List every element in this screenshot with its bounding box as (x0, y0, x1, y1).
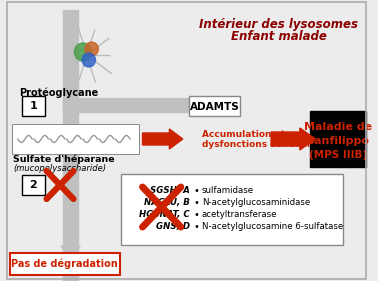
Text: N-acetylglucosaminidase: N-acetylglucosaminidase (202, 198, 310, 207)
Text: Protéoglycane: Protéoglycane (19, 88, 98, 99)
Bar (63, 10, 78, 280)
FancyBboxPatch shape (22, 96, 45, 116)
Text: 1: 1 (29, 101, 37, 111)
FancyBboxPatch shape (121, 173, 342, 244)
Text: Maladie de: Maladie de (304, 122, 372, 132)
Text: (MPS IIIB): (MPS IIIB) (309, 150, 367, 160)
Text: acetyltransferase: acetyltransferase (202, 210, 277, 219)
Text: •: • (194, 186, 199, 196)
FancyBboxPatch shape (22, 175, 45, 195)
Text: sulfamidase: sulfamidase (202, 186, 254, 195)
Text: 2: 2 (29, 180, 37, 190)
FancyArrow shape (61, 200, 80, 260)
FancyBboxPatch shape (189, 96, 240, 116)
Text: HGSNAT, C: HGSNAT, C (139, 210, 189, 219)
Text: GNS, D: GNS, D (155, 222, 189, 231)
Text: Accumulation et: Accumulation et (202, 130, 285, 139)
Text: ADAMTS: ADAMTS (190, 102, 239, 112)
Circle shape (85, 42, 98, 56)
FancyArrow shape (271, 128, 315, 150)
Circle shape (74, 43, 92, 61)
Text: Sulfate d'héparane: Sulfate d'héparane (13, 155, 115, 164)
FancyBboxPatch shape (10, 253, 120, 275)
Text: N-acetylglucosamine 6-sulfatase: N-acetylglucosamine 6-sulfatase (202, 222, 343, 231)
Text: SGSH, A: SGSH, A (150, 186, 189, 195)
FancyBboxPatch shape (310, 111, 366, 167)
Text: (mucopolysaccharide): (mucopolysaccharide) (13, 164, 106, 173)
Text: Intérieur des lysosomes: Intérieur des lysosomes (199, 18, 358, 31)
Text: NAGLU, B: NAGLU, B (144, 198, 189, 207)
FancyBboxPatch shape (12, 124, 139, 154)
Text: •: • (194, 222, 199, 232)
Circle shape (82, 53, 96, 67)
Text: Sanfilippo: Sanfilippo (307, 136, 370, 146)
Bar (63, 98, 187, 112)
Text: Pas de dégradation: Pas de dégradation (11, 258, 118, 269)
FancyArrow shape (143, 129, 183, 149)
Text: •: • (194, 210, 199, 220)
Text: Enfant malade: Enfant malade (231, 30, 327, 43)
Text: •: • (194, 198, 199, 208)
Text: dysfonctions cellulaires: dysfonctions cellulaires (202, 140, 323, 149)
